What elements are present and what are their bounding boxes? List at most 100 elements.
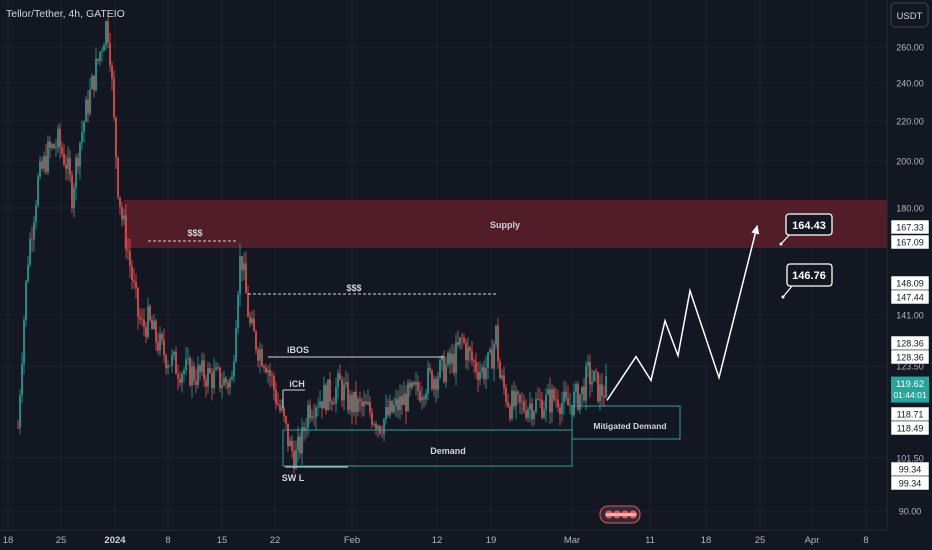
time-tick-label: Mar bbox=[564, 535, 580, 546]
current-price-marker: 119.62 01:44:01 bbox=[891, 376, 929, 403]
candle-body bbox=[171, 354, 173, 366]
price-scale[interactable]: 260.00 240.00 220.00 200.00 180.00 141.00 123.… bbox=[886, 0, 932, 530]
target-callout-1: 164.43 bbox=[779, 213, 833, 246]
price-tick-label: 141.00 bbox=[896, 311, 924, 321]
candle-body bbox=[545, 394, 547, 410]
candle-body bbox=[411, 382, 413, 388]
candle-body bbox=[335, 386, 337, 404]
candle-body bbox=[43, 156, 45, 169]
ibos-level: iBOS bbox=[268, 345, 444, 358]
candles bbox=[17, 15, 607, 475]
candle-body bbox=[485, 368, 487, 380]
candle-body bbox=[339, 373, 341, 381]
candle-body bbox=[477, 371, 479, 380]
candle-body bbox=[531, 403, 533, 420]
candle-body bbox=[125, 215, 127, 250]
price-tick-label: 260.00 bbox=[896, 43, 924, 53]
candle-body bbox=[433, 378, 435, 389]
tradingview-logo-icon[interactable] bbox=[599, 505, 641, 524]
candle-body bbox=[267, 370, 269, 373]
candle-body bbox=[277, 403, 279, 406]
target-box-2 bbox=[786, 263, 833, 287]
candle-body bbox=[239, 255, 241, 295]
candle-body bbox=[567, 398, 569, 406]
candle-body bbox=[163, 340, 165, 356]
candle-body bbox=[81, 132, 83, 143]
candle-body bbox=[365, 401, 367, 405]
candle-body bbox=[381, 433, 383, 435]
candle-body bbox=[459, 337, 461, 345]
supply-zone: Supply bbox=[124, 200, 887, 248]
candle-body bbox=[467, 347, 469, 361]
candle-body bbox=[349, 394, 351, 411]
candle-body bbox=[249, 316, 251, 324]
candle-body bbox=[493, 344, 495, 369]
candle-body bbox=[55, 147, 57, 149]
currency-button[interactable]: USDT bbox=[890, 2, 929, 28]
demand-zone: Demand bbox=[282, 429, 573, 467]
candle-body bbox=[199, 365, 201, 372]
candle-body bbox=[589, 362, 591, 385]
candle-body bbox=[237, 294, 239, 329]
candle-body bbox=[413, 382, 415, 385]
candle-body bbox=[275, 389, 277, 404]
candle-body bbox=[233, 361, 235, 377]
candle-body bbox=[483, 367, 485, 380]
candle-body bbox=[95, 58, 97, 91]
candle-body bbox=[395, 398, 397, 406]
candle-body bbox=[601, 384, 603, 396]
candle-body bbox=[579, 394, 581, 410]
candle-body bbox=[353, 391, 355, 413]
candle-body bbox=[181, 373, 183, 383]
liquidity-level-2: $$$ bbox=[248, 283, 497, 295]
candle-body bbox=[343, 384, 345, 401]
candle-body bbox=[67, 157, 69, 169]
candle-body bbox=[45, 156, 47, 172]
candle-body bbox=[243, 263, 245, 271]
candle-body bbox=[155, 320, 157, 343]
candle-body bbox=[541, 399, 543, 418]
candle-body bbox=[121, 206, 123, 220]
candle-body bbox=[57, 128, 59, 148]
candle-body bbox=[79, 142, 81, 167]
candle-body bbox=[309, 404, 311, 419]
candle-body bbox=[61, 147, 63, 154]
swing-low-label: SW L bbox=[282, 473, 305, 483]
candle-body bbox=[553, 389, 555, 400]
candle-body bbox=[487, 352, 489, 369]
price-label-box: 118.71 bbox=[890, 406, 930, 422]
price-tick-label: 90.00 bbox=[899, 507, 922, 517]
candle-body bbox=[127, 249, 129, 252]
price-tick-label: 101.50 bbox=[896, 454, 924, 464]
time-tick-label: 22 bbox=[270, 535, 281, 546]
time-axis[interactable]: 18 25 2024 8 15 22 Feb 12 19 Mar 11 18 25 Apr 8 bbox=[0, 529, 932, 550]
candle-body bbox=[129, 251, 131, 267]
candle-body bbox=[251, 318, 253, 324]
time-tick-label: 18 bbox=[3, 535, 14, 546]
candle-body bbox=[93, 75, 95, 91]
candle-body bbox=[387, 407, 389, 416]
liquidity-label-1: $$$ bbox=[187, 228, 202, 238]
candle-body bbox=[525, 410, 527, 418]
time-tick-label: 18 bbox=[701, 535, 712, 546]
price-tick-label: 123.50 bbox=[896, 362, 924, 372]
candle-body bbox=[587, 362, 589, 366]
price-tick-label: 200.00 bbox=[896, 157, 924, 167]
candle-body bbox=[87, 99, 89, 114]
candle-body bbox=[453, 354, 455, 373]
candle-body bbox=[449, 352, 451, 364]
candle-body bbox=[133, 280, 135, 282]
candle-body bbox=[465, 342, 467, 361]
candle-body bbox=[359, 398, 361, 402]
candle-body bbox=[535, 399, 537, 412]
candle-body bbox=[427, 367, 429, 394]
candle-body bbox=[111, 65, 113, 79]
candle-body bbox=[149, 306, 151, 321]
candle-body bbox=[573, 391, 575, 416]
candle-body bbox=[213, 369, 215, 388]
candle-body bbox=[295, 450, 297, 469]
candle-body bbox=[287, 423, 289, 447]
candle-body bbox=[315, 407, 317, 418]
supply-label: Supply bbox=[490, 220, 520, 230]
